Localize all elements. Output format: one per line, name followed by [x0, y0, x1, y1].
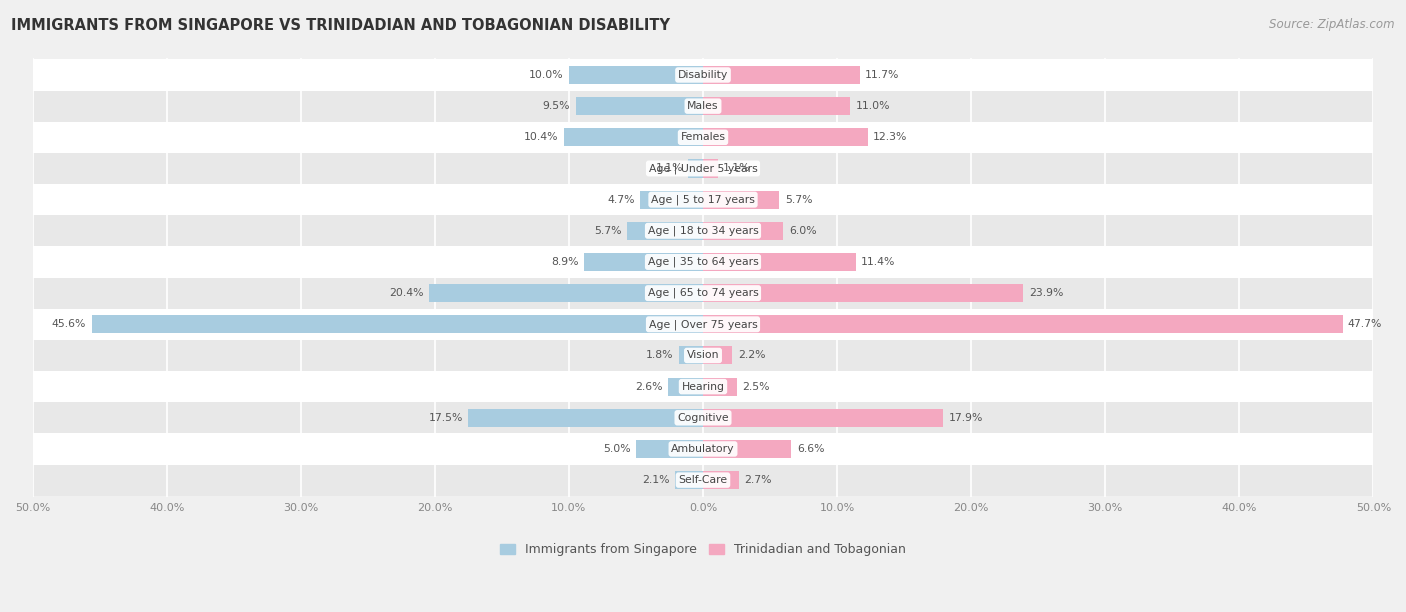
Text: Ambulatory: Ambulatory	[671, 444, 735, 454]
Text: 2.2%: 2.2%	[738, 351, 765, 360]
Text: 5.0%: 5.0%	[603, 444, 631, 454]
Text: Age | 35 to 64 years: Age | 35 to 64 years	[648, 256, 758, 267]
Bar	[703, 222, 783, 240]
Text: Vision: Vision	[686, 351, 720, 360]
Text: 11.0%: 11.0%	[856, 101, 890, 111]
Text: Age | 5 to 17 years: Age | 5 to 17 years	[651, 195, 755, 205]
Text: 2.5%: 2.5%	[742, 382, 769, 392]
Bar	[703, 97, 851, 115]
Bar	[636, 440, 703, 458]
Bar	[32, 59, 1374, 91]
Bar	[679, 346, 703, 365]
Text: Hearing: Hearing	[682, 382, 724, 392]
Bar	[703, 440, 792, 458]
Text: 23.9%: 23.9%	[1029, 288, 1063, 298]
Text: Cognitive: Cognitive	[678, 412, 728, 423]
Text: IMMIGRANTS FROM SINGAPORE VS TRINIDADIAN AND TOBAGONIAN DISABILITY: IMMIGRANTS FROM SINGAPORE VS TRINIDADIAN…	[11, 18, 671, 34]
Text: 20.4%: 20.4%	[389, 288, 425, 298]
Text: 8.9%: 8.9%	[551, 257, 578, 267]
Bar	[703, 346, 733, 365]
Text: 2.7%: 2.7%	[745, 475, 772, 485]
Bar	[429, 284, 703, 302]
Bar	[32, 153, 1374, 184]
Text: 10.4%: 10.4%	[523, 132, 558, 143]
Text: Males: Males	[688, 101, 718, 111]
Text: 10.0%: 10.0%	[529, 70, 564, 80]
Bar	[703, 378, 737, 395]
Bar	[703, 190, 779, 209]
Bar	[703, 284, 1024, 302]
Text: Females: Females	[681, 132, 725, 143]
Bar	[32, 247, 1374, 278]
Text: Self-Care: Self-Care	[679, 475, 727, 485]
Bar	[32, 308, 1374, 340]
Bar	[32, 91, 1374, 122]
Text: 11.7%: 11.7%	[865, 70, 900, 80]
Text: 6.6%: 6.6%	[797, 444, 824, 454]
Text: Disability: Disability	[678, 70, 728, 80]
Bar	[32, 465, 1374, 496]
Text: 12.3%: 12.3%	[873, 132, 908, 143]
Bar	[703, 129, 868, 146]
Text: 17.5%: 17.5%	[429, 412, 463, 423]
Bar	[564, 129, 703, 146]
Bar	[703, 409, 943, 427]
Bar	[32, 122, 1374, 153]
Text: Source: ZipAtlas.com: Source: ZipAtlas.com	[1270, 18, 1395, 31]
Text: 1.1%: 1.1%	[655, 163, 683, 173]
Text: Age | 65 to 74 years: Age | 65 to 74 years	[648, 288, 758, 299]
Bar	[32, 184, 1374, 215]
Text: 1.1%: 1.1%	[723, 163, 751, 173]
Text: 17.9%: 17.9%	[949, 412, 983, 423]
Text: 47.7%: 47.7%	[1348, 319, 1382, 329]
Bar	[640, 190, 703, 209]
Bar	[703, 253, 856, 271]
Bar	[689, 160, 703, 177]
Bar	[703, 471, 740, 489]
Bar	[703, 160, 717, 177]
Bar	[627, 222, 703, 240]
Bar	[583, 253, 703, 271]
Text: Age | Under 5 years: Age | Under 5 years	[648, 163, 758, 174]
Text: 2.6%: 2.6%	[636, 382, 662, 392]
Bar	[91, 315, 703, 334]
Text: 5.7%: 5.7%	[593, 226, 621, 236]
Text: 4.7%: 4.7%	[607, 195, 634, 204]
Text: 11.4%: 11.4%	[862, 257, 896, 267]
Text: 5.7%: 5.7%	[785, 195, 813, 204]
Text: 2.1%: 2.1%	[643, 475, 669, 485]
Bar	[569, 66, 703, 84]
Bar	[32, 278, 1374, 308]
Bar	[675, 471, 703, 489]
Bar	[703, 66, 860, 84]
Bar	[575, 97, 703, 115]
Text: 9.5%: 9.5%	[543, 101, 571, 111]
Text: 1.8%: 1.8%	[645, 351, 673, 360]
Bar	[668, 378, 703, 395]
Bar	[703, 315, 1343, 334]
Bar	[32, 433, 1374, 465]
Bar	[32, 371, 1374, 402]
Text: Age | 18 to 34 years: Age | 18 to 34 years	[648, 226, 758, 236]
Text: Age | Over 75 years: Age | Over 75 years	[648, 319, 758, 329]
Bar	[468, 409, 703, 427]
Text: 6.0%: 6.0%	[789, 226, 817, 236]
Bar	[32, 340, 1374, 371]
Bar	[32, 215, 1374, 247]
Bar	[32, 402, 1374, 433]
Legend: Immigrants from Singapore, Trinidadian and Tobagonian: Immigrants from Singapore, Trinidadian a…	[495, 539, 911, 561]
Text: 45.6%: 45.6%	[52, 319, 86, 329]
